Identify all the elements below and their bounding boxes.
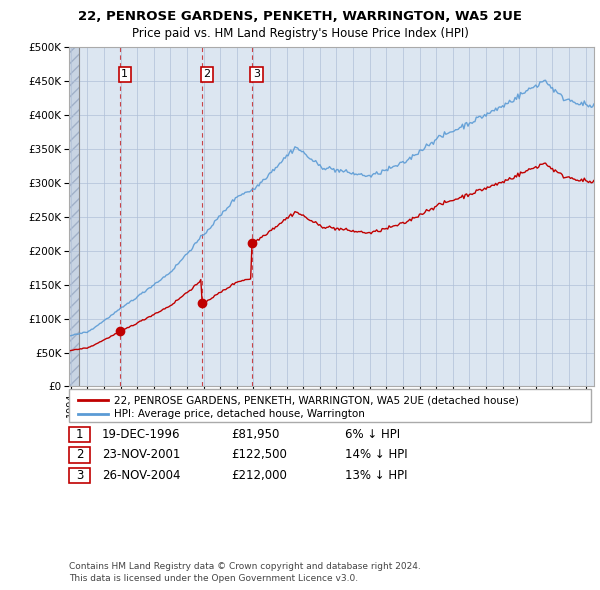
- Text: 6% ↓ HPI: 6% ↓ HPI: [345, 428, 400, 441]
- Bar: [69, 47, 79, 386]
- Text: 19-DEC-1996: 19-DEC-1996: [102, 428, 181, 441]
- Text: 3: 3: [253, 70, 260, 79]
- Text: 23-NOV-2001: 23-NOV-2001: [102, 448, 181, 461]
- Text: 1: 1: [121, 70, 128, 79]
- Text: 22, PENROSE GARDENS, PENKETH, WARRINGTON, WA5 2UE: 22, PENROSE GARDENS, PENKETH, WARRINGTON…: [78, 10, 522, 23]
- Text: £122,500: £122,500: [231, 448, 287, 461]
- Text: £212,000: £212,000: [231, 469, 287, 482]
- Text: 2: 2: [76, 448, 83, 461]
- Text: Price paid vs. HM Land Registry's House Price Index (HPI): Price paid vs. HM Land Registry's House …: [131, 27, 469, 40]
- Text: 2: 2: [203, 70, 211, 79]
- Text: 22, PENROSE GARDENS, PENKETH, WARRINGTON, WA5 2UE (detached house): 22, PENROSE GARDENS, PENKETH, WARRINGTON…: [114, 395, 519, 405]
- Text: 3: 3: [76, 469, 83, 482]
- Text: 26-NOV-2004: 26-NOV-2004: [102, 469, 181, 482]
- Text: 14% ↓ HPI: 14% ↓ HPI: [345, 448, 407, 461]
- Text: 1: 1: [76, 428, 83, 441]
- Text: £81,950: £81,950: [231, 428, 280, 441]
- Text: Contains HM Land Registry data © Crown copyright and database right 2024.
This d: Contains HM Land Registry data © Crown c…: [69, 562, 421, 583]
- Text: HPI: Average price, detached house, Warrington: HPI: Average price, detached house, Warr…: [114, 409, 365, 418]
- Text: 13% ↓ HPI: 13% ↓ HPI: [345, 469, 407, 482]
